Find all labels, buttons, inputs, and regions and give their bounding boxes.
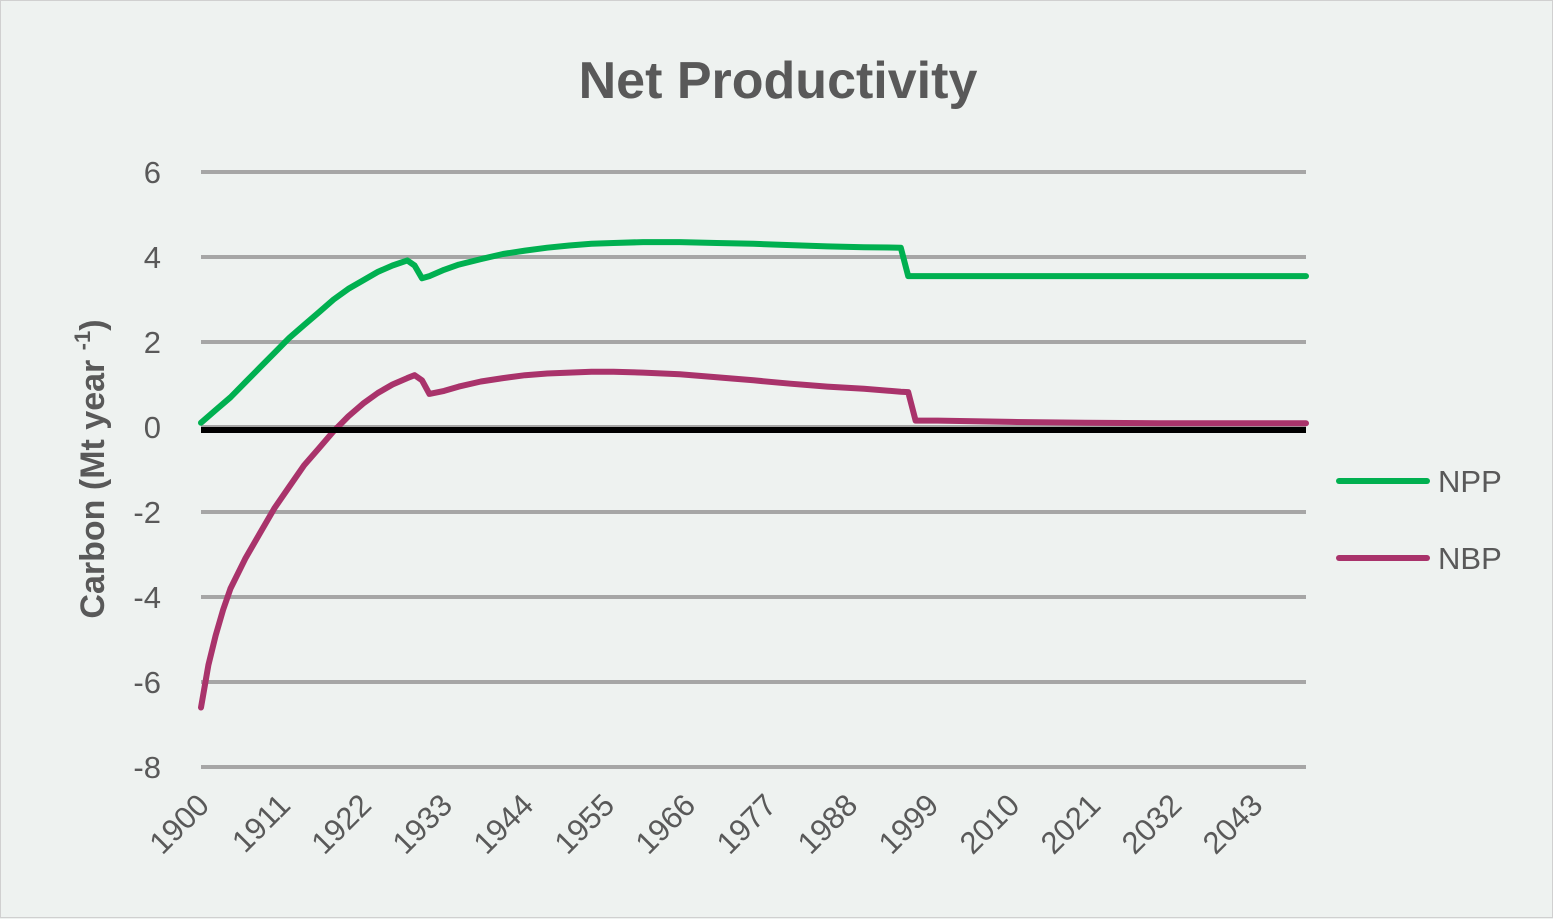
y-tick-label: 0	[144, 410, 161, 445]
series-line-npp	[198, 239, 1309, 426]
y-tick-label: -4	[133, 580, 161, 615]
x-tick-label: 2010	[953, 787, 1027, 861]
gridlines	[201, 170, 1306, 769]
series-line-nbp	[198, 368, 1309, 711]
x-tick-label: 1911	[225, 787, 297, 859]
y-tick-label: -6	[133, 665, 161, 700]
x-tick-label: 1999	[872, 787, 946, 861]
legend: NPP NBP	[1336, 464, 1502, 576]
x-tick-label: 1988	[791, 787, 865, 861]
y-tick-labels: 6 4 2 0 -2 -4 -6 -8	[133, 155, 161, 785]
y-tick-label: 2	[144, 325, 161, 360]
x-tick-label: 1933	[386, 787, 460, 861]
x-tick-label: 1955	[548, 787, 622, 861]
x-tick-label: 1922	[304, 787, 378, 861]
x-tick-labels: 1900 1911 1922 1933 1944 1955 1966 1977 1988 1999…	[142, 787, 1269, 861]
x-tick-label: 1900	[142, 787, 216, 861]
x-tick-label: 1977	[710, 787, 784, 861]
y-tick-label: 6	[144, 155, 161, 190]
x-tick-label: 2032	[1115, 787, 1189, 861]
x-tick-label: 1944	[467, 787, 541, 861]
x-tick-label: 2043	[1196, 787, 1270, 861]
y-axis-label: Carbon (Mt year -1)	[70, 319, 112, 618]
x-tick-label: 1966	[629, 787, 703, 861]
y-tick-label: 4	[144, 240, 161, 275]
chart-title: Net Productivity	[579, 52, 978, 110]
legend-label-npp: NPP	[1438, 464, 1502, 499]
y-tick-label: -2	[133, 495, 161, 530]
legend-label-nbp: NBP	[1438, 541, 1502, 576]
y-tick-label: -8	[133, 750, 161, 785]
series-lines	[198, 239, 1309, 711]
x-tick-label: 2021	[1034, 787, 1108, 861]
